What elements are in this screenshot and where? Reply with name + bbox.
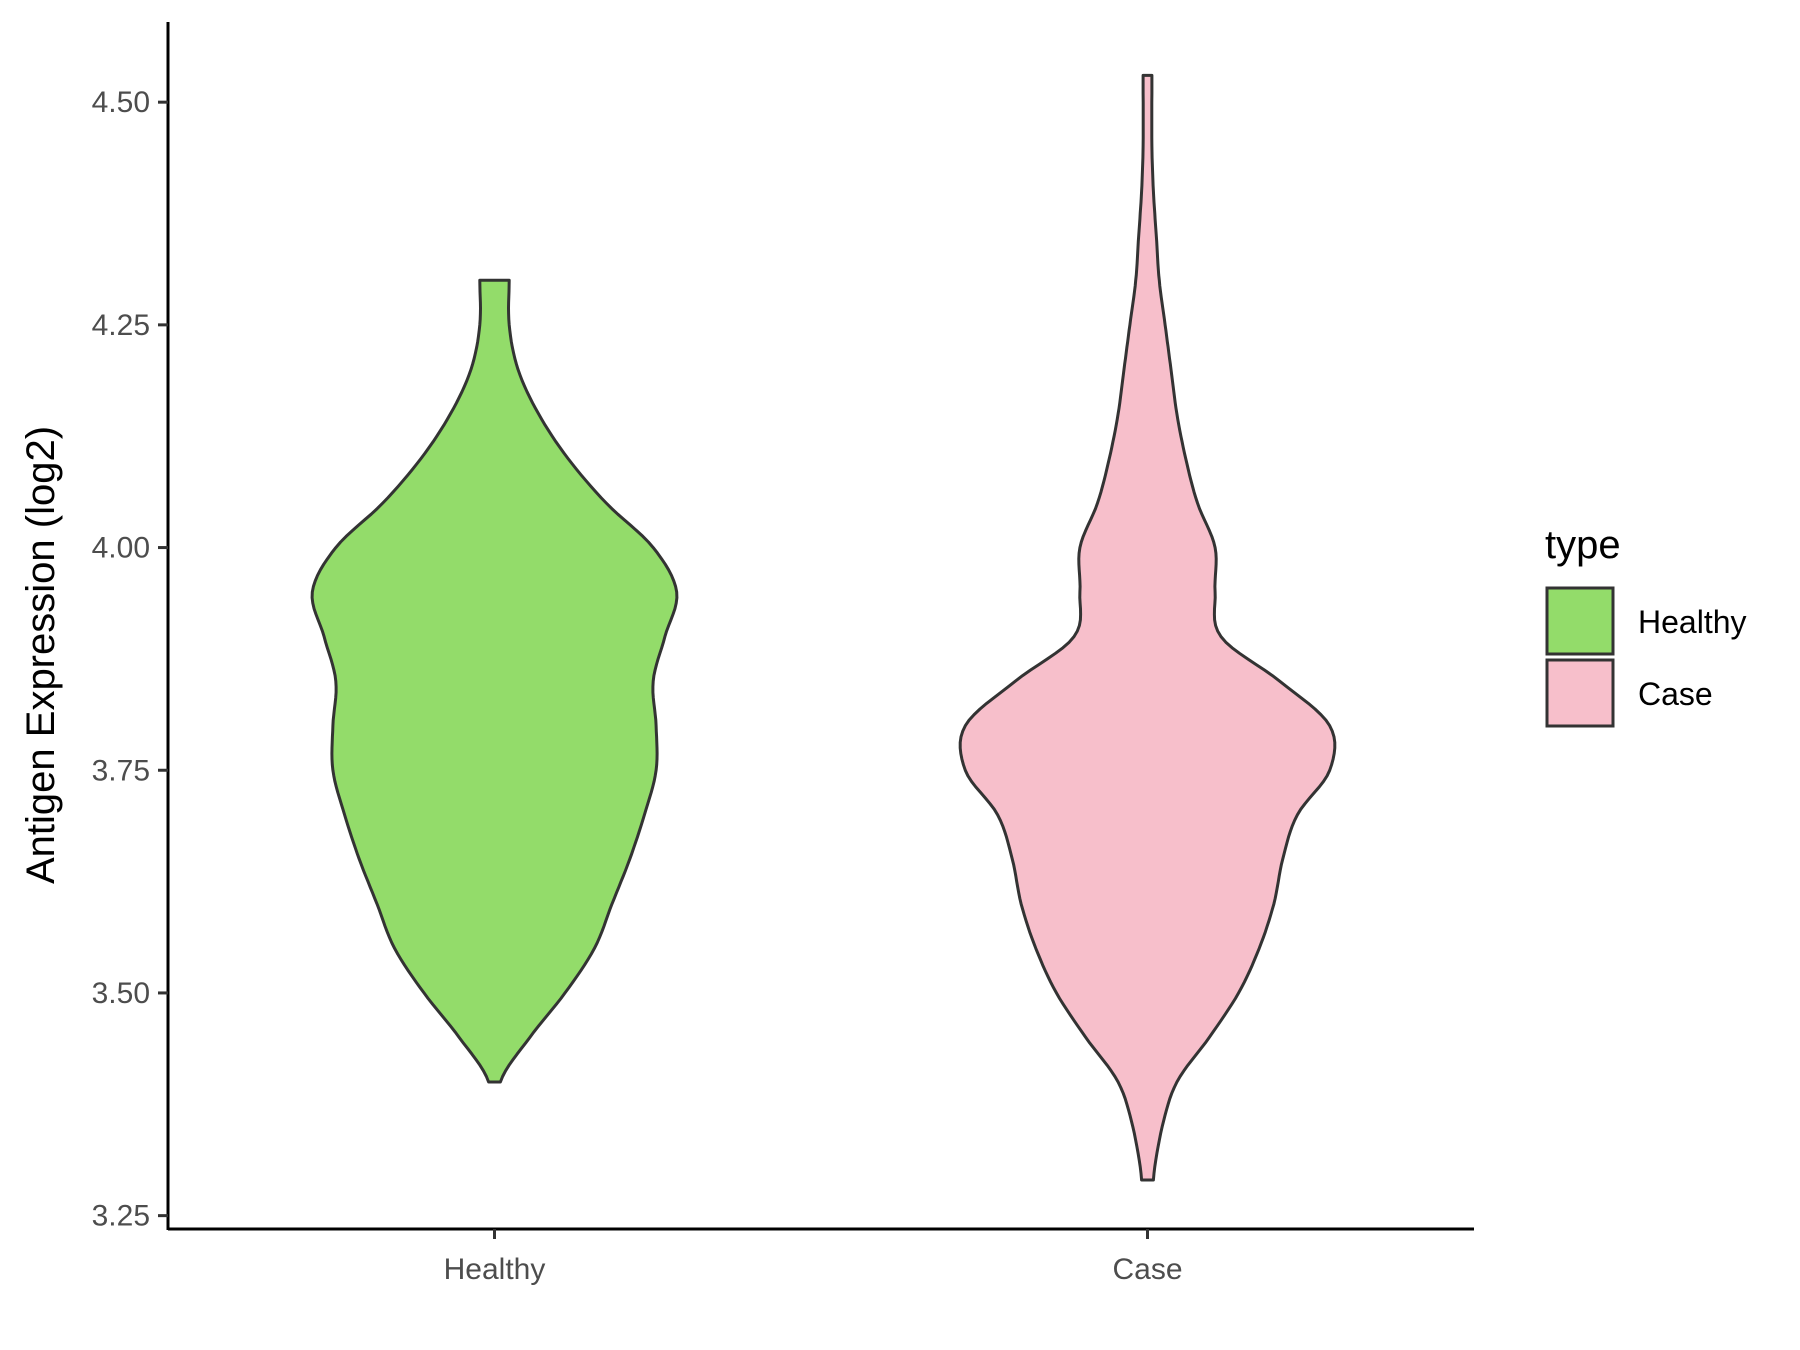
legend: type Healthy Case: [1545, 523, 1747, 728]
legend-swatch-healthy: [1545, 586, 1615, 656]
violin-case: [958, 73, 1337, 1182]
y-tick-label: 4.00: [92, 532, 150, 565]
violin-healthy: [310, 278, 679, 1084]
y-axis-title: Antigen Expression (log2): [19, 426, 63, 884]
legend-label-case: Case: [1638, 676, 1713, 712]
y-tick-label: 3.25: [92, 1200, 150, 1233]
violins-layer: [310, 73, 1337, 1182]
x-tick-label: Healthy: [444, 1253, 546, 1286]
x-ticks: Healthy Case: [444, 1229, 1183, 1286]
legend-swatch-case: [1545, 658, 1615, 728]
y-tick-label: 4.50: [92, 86, 150, 119]
y-ticks: 3.25 3.50 3.75 4.00 4.25 4.50: [92, 86, 168, 1233]
x-tick-label: Case: [1112, 1253, 1182, 1286]
y-tick-label: 3.50: [92, 977, 150, 1010]
y-tick-label: 4.25: [92, 309, 150, 342]
legend-title: type: [1545, 523, 1621, 567]
legend-label-healthy: Healthy: [1638, 604, 1747, 640]
y-tick-label: 3.75: [92, 754, 150, 787]
